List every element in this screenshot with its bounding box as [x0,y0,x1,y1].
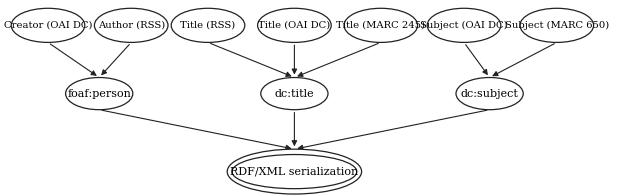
Ellipse shape [344,8,417,43]
Ellipse shape [232,154,357,189]
Ellipse shape [172,8,245,43]
Ellipse shape [65,77,133,110]
Text: Title (MARC 245): Title (MARC 245) [336,21,426,30]
Text: dc:title: dc:title [275,89,314,99]
Text: Author (RSS): Author (RSS) [97,21,165,30]
Text: Subject (MARC 650): Subject (MARC 650) [505,21,609,30]
Ellipse shape [428,8,501,43]
Text: Subject (OAI DC): Subject (OAI DC) [420,21,508,30]
Text: RDF/XML serialization: RDF/XML serialization [230,167,358,177]
Text: Creator (OAI DC): Creator (OAI DC) [4,21,92,30]
Text: Title (OAI DC): Title (OAI DC) [259,21,330,30]
Ellipse shape [456,77,524,110]
Ellipse shape [94,8,168,43]
Text: Title (RSS): Title (RSS) [180,21,236,30]
Text: dc:subject: dc:subject [461,89,518,99]
Ellipse shape [227,149,362,194]
Text: foaf:person: foaf:person [67,89,131,99]
Ellipse shape [261,77,328,110]
Ellipse shape [258,8,332,43]
Ellipse shape [520,8,593,43]
Ellipse shape [11,8,85,43]
